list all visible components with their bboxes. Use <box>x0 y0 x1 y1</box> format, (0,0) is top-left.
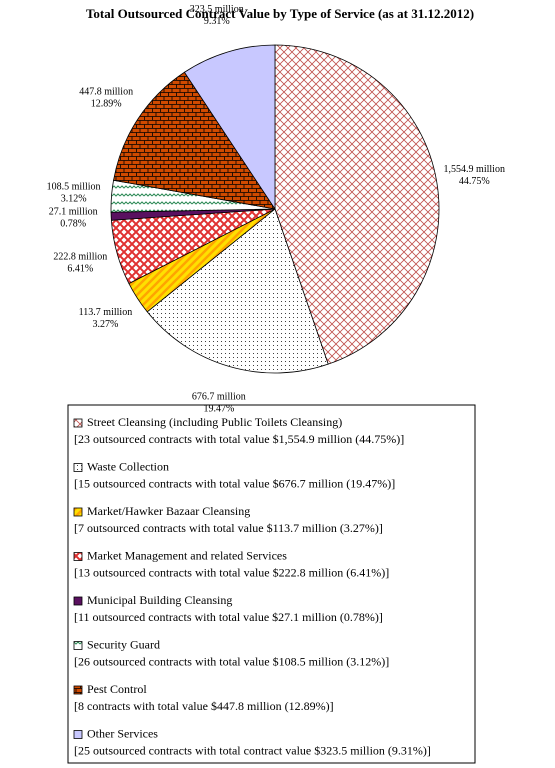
legend-swatch <box>73 641 83 650</box>
slice-value-label: 676.7 million <box>192 391 246 402</box>
legend-detail: [25 outsourced contracts with total cont… <box>74 743 431 757</box>
slice-share-label: 9.31% <box>204 16 230 27</box>
legend-label: Security Guard <box>87 637 160 651</box>
slice-value-label: 447.8 million <box>79 86 133 97</box>
legend-detail: [13 outsourced contracts with total valu… <box>74 565 389 579</box>
slice-value-label: 222.8 million <box>53 251 107 262</box>
legend-detail: [23 outsourced contracts with total valu… <box>74 432 404 446</box>
legend-label: Street Cleansing (including Public Toile… <box>87 415 342 429</box>
slice-share-label: 12.89% <box>91 98 122 109</box>
slice-share-label: 3.12% <box>61 194 87 205</box>
legend-detail: [8 contracts with total value $447.8 mil… <box>74 699 334 713</box>
slice-share-label: 0.78% <box>60 218 86 229</box>
slice-value-label: 27.1 million <box>49 206 98 217</box>
legend-detail: [11 outsourced contracts with total valu… <box>74 610 383 624</box>
legend-swatch <box>73 463 83 472</box>
legend-swatch <box>73 507 83 517</box>
legend-swatch <box>73 685 83 695</box>
pie-slice <box>113 71 276 210</box>
slice-value-label: 1,554.9 million <box>444 164 505 175</box>
slice-share-label: 3.27% <box>93 319 119 330</box>
pie-slice <box>146 208 329 374</box>
legend-label: Waste Collection <box>87 459 169 473</box>
legend-label: Pest Control <box>87 682 147 696</box>
legend-label: Market Management and related Services <box>87 548 287 562</box>
chart-title: Total Outsourced Contract Value by Type … <box>86 6 474 21</box>
legend-label: Market/Hawker Bazaar Cleansing <box>87 504 250 518</box>
slice-share-label: 6.41% <box>67 263 93 274</box>
legend-label: Municipal Building Cleansing <box>87 593 232 607</box>
legend-swatch <box>73 418 83 428</box>
legend-label: Other Services <box>87 726 158 740</box>
slice-share-label: 19.47% <box>203 403 234 414</box>
slice-value-label: 113.7 million <box>79 307 133 318</box>
legend-detail: [7 outsourced contracts with total value… <box>74 521 383 535</box>
slice-value-label: 323.5 million <box>190 4 244 15</box>
legend-box <box>67 404 476 764</box>
legend-swatch <box>73 596 83 606</box>
legend-detail: [26 outsourced contracts with total valu… <box>74 654 389 668</box>
pie-slice <box>274 44 440 365</box>
slice-share-label: 44.75% <box>459 176 490 187</box>
legend-swatch <box>73 730 83 739</box>
legend-swatch <box>73 552 83 561</box>
slice-value-label: 108.5 million <box>47 182 101 193</box>
pie-slice <box>183 44 276 211</box>
legend-detail: [15 outsourced contracts with total valu… <box>74 476 395 490</box>
